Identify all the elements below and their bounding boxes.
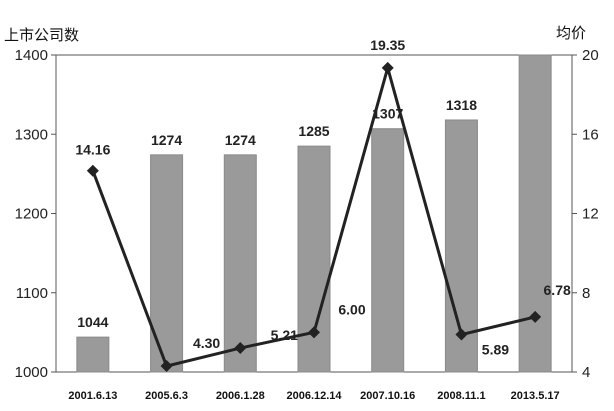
bar-value-label: 1274 bbox=[151, 132, 182, 148]
right-tick-label: 4 bbox=[582, 364, 590, 381]
line-value-label: 5.21 bbox=[271, 327, 298, 343]
right-tick-label: 16 bbox=[582, 126, 599, 143]
bar bbox=[223, 154, 257, 373]
left-axis-title: 上市公司数 bbox=[4, 27, 79, 44]
line-value-label: 5.89 bbox=[482, 342, 509, 358]
line-value-label: 6.00 bbox=[338, 301, 365, 317]
x-tick-label: 2007.10.16 bbox=[360, 390, 415, 402]
line-value-label: 6.78 bbox=[544, 282, 571, 298]
bar-value-label: 1307 bbox=[372, 106, 403, 122]
x-tick-label: 2008.11.1 bbox=[437, 390, 485, 402]
right-tick-label: 12 bbox=[582, 206, 599, 223]
x-tick-label: 2006.12.14 bbox=[286, 390, 342, 402]
left-tick-label: 1400 bbox=[15, 47, 48, 64]
line-value-label: 19.35 bbox=[370, 37, 405, 53]
bar bbox=[76, 336, 110, 373]
line-point bbox=[86, 164, 99, 177]
bar bbox=[518, 54, 552, 373]
bar-value-label: 1044 bbox=[77, 314, 108, 330]
line-point bbox=[234, 342, 247, 355]
bar-value-label: 1318 bbox=[446, 97, 477, 113]
x-tick-label: 2006.1.28 bbox=[216, 390, 265, 402]
line-point bbox=[160, 360, 173, 373]
x-tick-label: 2013.5.17 bbox=[511, 390, 560, 402]
left-tick-label: 1200 bbox=[15, 206, 48, 223]
line-value-label: 4.30 bbox=[193, 335, 220, 351]
right-tick-label: 20 bbox=[582, 47, 599, 64]
bar-value-label: 1274 bbox=[225, 132, 256, 148]
bar-value-label: 1285 bbox=[298, 123, 329, 139]
x-tick-label: 2005.6.3 bbox=[145, 390, 188, 402]
x-tick-label: 2001.6.13 bbox=[68, 390, 117, 402]
line-point bbox=[455, 328, 468, 341]
left-tick-label: 1300 bbox=[15, 126, 48, 143]
left-tick-label: 1100 bbox=[16, 285, 48, 302]
line-value-label: 14.16 bbox=[75, 142, 110, 158]
left-tick-label: 1000 bbox=[15, 364, 48, 381]
bar bbox=[371, 128, 405, 373]
right-tick-label: 8 bbox=[582, 285, 590, 302]
line-point bbox=[381, 61, 394, 74]
line-point bbox=[529, 310, 542, 323]
right-axis-title: 均价 bbox=[556, 25, 586, 42]
line-point bbox=[308, 326, 320, 339]
